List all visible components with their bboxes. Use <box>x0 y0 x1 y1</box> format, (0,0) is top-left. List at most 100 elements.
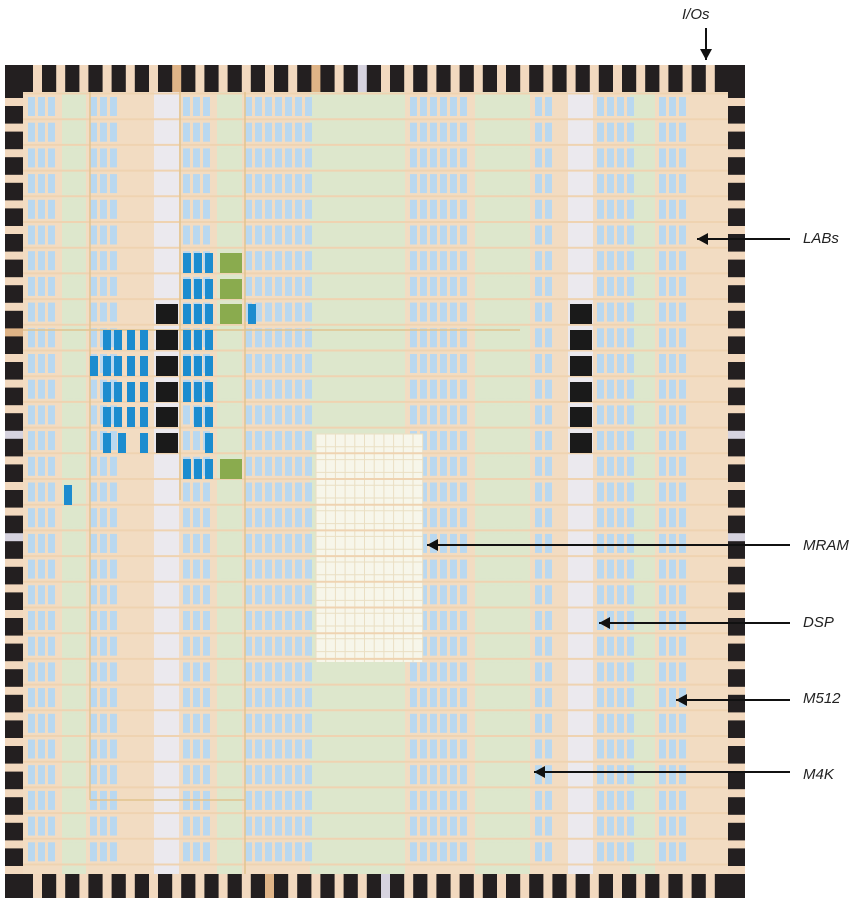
memory-cell <box>488 508 495 528</box>
memory-cell <box>634 559 641 579</box>
lab-cell <box>38 354 45 373</box>
io-pad-bottom <box>265 874 274 898</box>
lab-cell <box>617 816 624 836</box>
lab-cell <box>450 585 457 605</box>
lab-cell <box>460 713 467 733</box>
lab-cell <box>245 739 252 759</box>
memory-cell <box>230 611 237 630</box>
lab-cell <box>90 662 97 682</box>
lab-cell <box>659 97 666 116</box>
io-pad-right <box>728 507 745 516</box>
memory-cell <box>221 662 228 682</box>
lab-cell <box>430 405 437 425</box>
lab-cell <box>607 713 614 733</box>
lab-cell <box>255 662 262 682</box>
lab-cell <box>265 122 272 142</box>
lab-cell <box>597 816 604 836</box>
lab-cell <box>597 636 604 656</box>
memory-cell <box>515 765 522 785</box>
lab-cell <box>28 174 35 194</box>
lab-cell <box>110 276 117 296</box>
memory-cell <box>634 842 641 862</box>
memory-cell <box>230 225 237 245</box>
lab-cell <box>295 765 302 785</box>
memory-cell <box>506 636 513 656</box>
memory-cell <box>66 122 73 142</box>
memory-cell <box>75 97 82 116</box>
memory-cell <box>479 508 486 528</box>
lab-cell <box>110 328 117 348</box>
lab-cell <box>275 533 282 553</box>
memory-cell <box>506 611 513 630</box>
lab-cell <box>295 405 302 425</box>
lab-cell <box>679 276 686 296</box>
arrow-mram-head <box>427 539 438 551</box>
lab-cell <box>450 559 457 579</box>
lab-cell <box>627 508 634 528</box>
used-lab-cell <box>140 330 148 350</box>
lab-cell <box>255 482 262 502</box>
lab-cell <box>90 739 97 759</box>
memory-cell <box>488 816 495 836</box>
lab-cell <box>430 225 437 245</box>
memory-cell <box>75 354 82 373</box>
lab-cell <box>285 379 292 399</box>
used-lab-cell <box>103 433 111 453</box>
lab-cell <box>430 199 437 219</box>
lab-cell <box>28 688 35 708</box>
io-pad-right <box>728 174 745 183</box>
lab-cell <box>545 765 552 785</box>
lab-cell <box>90 842 97 862</box>
io-pad-left <box>5 482 23 490</box>
lab-cell <box>617 302 624 322</box>
lab-cell <box>535 713 542 733</box>
lab-cell <box>110 405 117 425</box>
memory-cell <box>66 533 73 553</box>
used-lab-cell <box>194 253 202 273</box>
memory-cell <box>75 302 82 322</box>
io-pad-top <box>79 65 89 92</box>
lab-cell <box>669 328 676 348</box>
lab-cell <box>669 148 676 168</box>
lab-cell <box>285 533 292 553</box>
lab-cell <box>38 97 45 116</box>
lab-cell <box>460 251 467 271</box>
mram-block <box>316 434 423 662</box>
lab-cell <box>38 688 45 708</box>
io-pad-left <box>5 226 23 234</box>
used-dsp-block <box>156 304 178 324</box>
lab-cell <box>245 431 252 451</box>
memory-cell <box>515 328 522 348</box>
used-lab-cell <box>194 330 202 350</box>
lab-cell <box>607 174 614 194</box>
lab-cell <box>38 251 45 271</box>
lab-cell <box>100 611 107 630</box>
lab-cell <box>440 302 447 322</box>
lab-cell <box>100 688 107 708</box>
lab-cell <box>28 122 35 142</box>
memory-cell <box>497 688 504 708</box>
lab-cell <box>440 225 447 245</box>
memory-cell <box>488 636 495 656</box>
lab-cell <box>430 790 437 810</box>
lab-cell <box>295 482 302 502</box>
memory-cell <box>488 559 495 579</box>
lab-cell <box>245 662 252 682</box>
memory-cell <box>230 174 237 194</box>
memory-cell <box>515 790 522 810</box>
lab-cell <box>245 328 252 348</box>
lab-cell <box>100 508 107 528</box>
memory-cell <box>230 636 237 656</box>
label-mram: MRAM <box>803 537 849 554</box>
memory-cell <box>643 199 650 219</box>
lab-cell <box>410 816 417 836</box>
memory-cell <box>75 405 82 425</box>
lab-cell <box>275 225 282 245</box>
lab-cell <box>265 533 272 553</box>
lab-cell <box>203 688 210 708</box>
memory-cell <box>643 225 650 245</box>
memory-cell <box>497 739 504 759</box>
lab-cell <box>679 379 686 399</box>
lab-cell <box>38 790 45 810</box>
lab-cell <box>245 842 252 862</box>
